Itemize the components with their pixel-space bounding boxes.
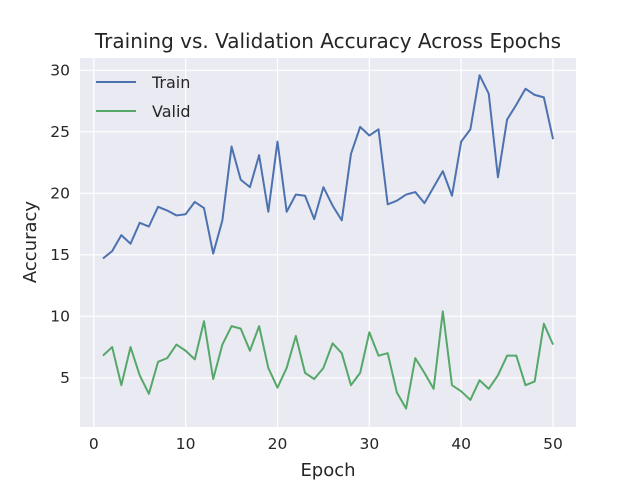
y-tick-label: 5 [60, 369, 70, 387]
x-tick-label: 10 [176, 435, 196, 453]
x-tick-label: 20 [268, 435, 288, 453]
plot-area [80, 58, 576, 427]
x-axis-ticks: 0 10 20 30 40 50 [89, 435, 563, 453]
legend: Train Valid [96, 73, 191, 121]
series-line-valid [102, 310, 554, 410]
x-axis-label: Epoch [300, 460, 355, 480]
y-axis-ticks: 5 10 15 20 25 30 [50, 61, 70, 387]
grid-lines [80, 58, 576, 427]
y-tick-label: 20 [50, 184, 70, 202]
x-tick-label: 0 [89, 435, 99, 453]
series-layer [102, 74, 555, 410]
legend-train-label: Train [151, 73, 190, 92]
chart-title: Training vs. Validation Accuracy Across … [94, 29, 561, 53]
series-line-train [102, 74, 555, 260]
legend-valid-label: Valid [152, 102, 191, 121]
y-axis-label: Accuracy [20, 201, 41, 284]
x-tick-label: 40 [451, 435, 471, 453]
x-tick-label: 50 [543, 435, 563, 453]
y-tick-label: 15 [50, 246, 70, 264]
y-tick-label: 10 [50, 307, 70, 325]
y-tick-label: 30 [50, 61, 70, 79]
x-tick-label: 30 [359, 435, 379, 453]
y-tick-label: 25 [50, 123, 70, 141]
